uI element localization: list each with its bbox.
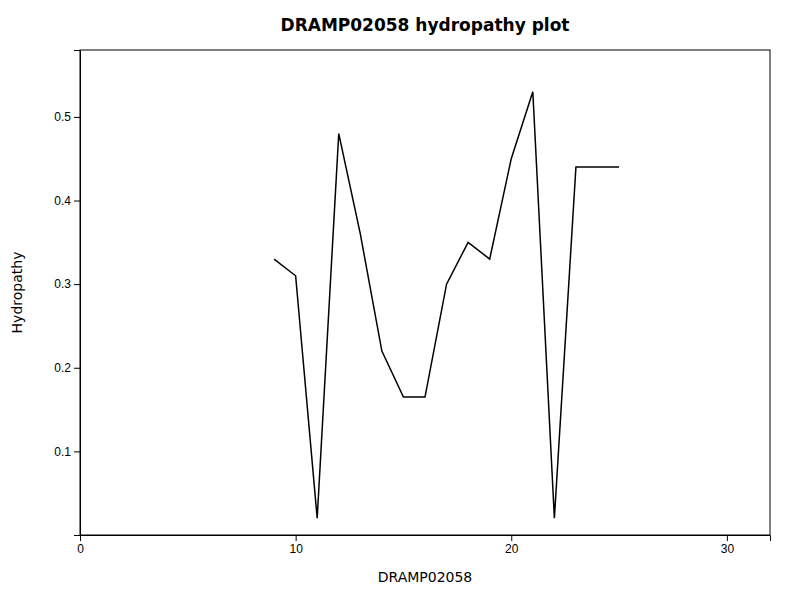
tick-label: 10: [289, 542, 303, 556]
marks: [274, 92, 619, 518]
x-axis: 0 10 20 30: [77, 535, 770, 556]
y-axis-title: Hydropathy: [9, 252, 25, 334]
tick-label: 0.2: [54, 361, 71, 375]
tick: 0.5: [54, 110, 80, 124]
y-axis: 0.1 0.2 0.3 0.4 0.5: [54, 51, 80, 536]
tick-label: 0.4: [54, 194, 71, 208]
tick-label: 0: [77, 542, 84, 556]
tick-mark: [296, 535, 297, 541]
data-line: [274, 92, 619, 518]
chart-title: DRAMP02058 hydropathy plot: [281, 15, 570, 35]
tick: 20: [505, 535, 519, 556]
axis-line: [74, 51, 81, 536]
tick-mark: [74, 451, 80, 452]
plot-area: 0 10 20 30 0.1 0.2 0.3 0.4 0.5: [54, 50, 770, 556]
tick-mark: [727, 535, 728, 541]
tick: 0.4: [54, 194, 80, 208]
tick-mark: [74, 201, 80, 202]
tick-label: 0.5: [54, 110, 71, 124]
tick: 0.2: [54, 361, 80, 375]
tick: 30: [721, 535, 735, 556]
tick-label: 20: [505, 542, 519, 556]
tick-label: 0.1: [54, 445, 71, 459]
tick: 0.1: [54, 445, 80, 459]
tick-label: 0.3: [54, 277, 71, 291]
tick-mark: [74, 368, 80, 369]
tick-mark: [74, 117, 80, 118]
plot-frame: [80, 50, 770, 535]
axis-line: [81, 536, 771, 542]
tick-mark: [511, 535, 512, 541]
tick: 10: [289, 535, 303, 556]
tick: 0.3: [54, 277, 80, 291]
chart: 0 10 20 30 0.1 0.2 0.3 0.4 0.5 DRAMP02058 hydropa…: [0, 0, 800, 600]
tick-mark: [74, 284, 80, 285]
tick-label: 30: [721, 542, 735, 556]
tick: 0: [77, 535, 84, 556]
x-axis-title: DRAMP02058: [378, 569, 473, 585]
